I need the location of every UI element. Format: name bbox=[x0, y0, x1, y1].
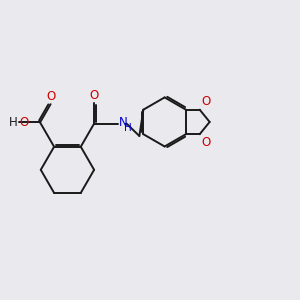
Text: H: H bbox=[9, 116, 18, 129]
Text: O: O bbox=[89, 89, 99, 102]
Text: H: H bbox=[124, 123, 132, 133]
Text: O: O bbox=[201, 136, 211, 148]
Text: O: O bbox=[20, 116, 29, 129]
Text: O: O bbox=[201, 95, 211, 108]
Text: N: N bbox=[118, 116, 127, 130]
Text: O: O bbox=[46, 90, 55, 103]
